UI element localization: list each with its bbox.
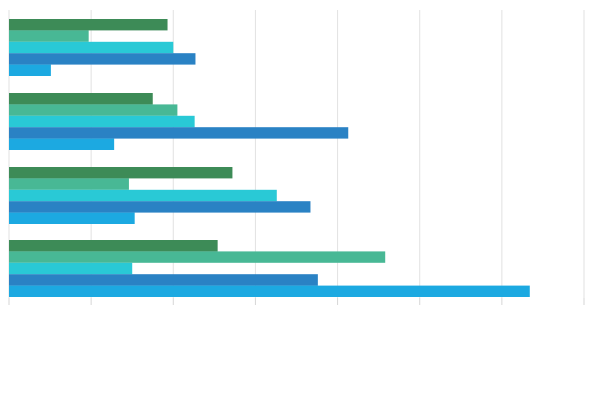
- bar: [9, 189, 277, 202]
- bar: [9, 240, 218, 252]
- bar: [9, 138, 115, 150]
- bar: [9, 53, 196, 65]
- bar: [9, 285, 530, 297]
- bar: [9, 64, 51, 76]
- bar: [9, 178, 129, 190]
- bar: [9, 93, 153, 105]
- bar: [9, 30, 89, 42]
- bar: [9, 127, 349, 139]
- bar: [9, 19, 168, 31]
- bar: [9, 274, 318, 286]
- bar: [9, 201, 311, 213]
- bar: [9, 115, 195, 128]
- bar: [9, 251, 386, 263]
- bar: [9, 104, 178, 116]
- bar: [9, 41, 174, 54]
- bar: [9, 212, 135, 224]
- bar: [9, 167, 233, 179]
- bar: [9, 262, 133, 275]
